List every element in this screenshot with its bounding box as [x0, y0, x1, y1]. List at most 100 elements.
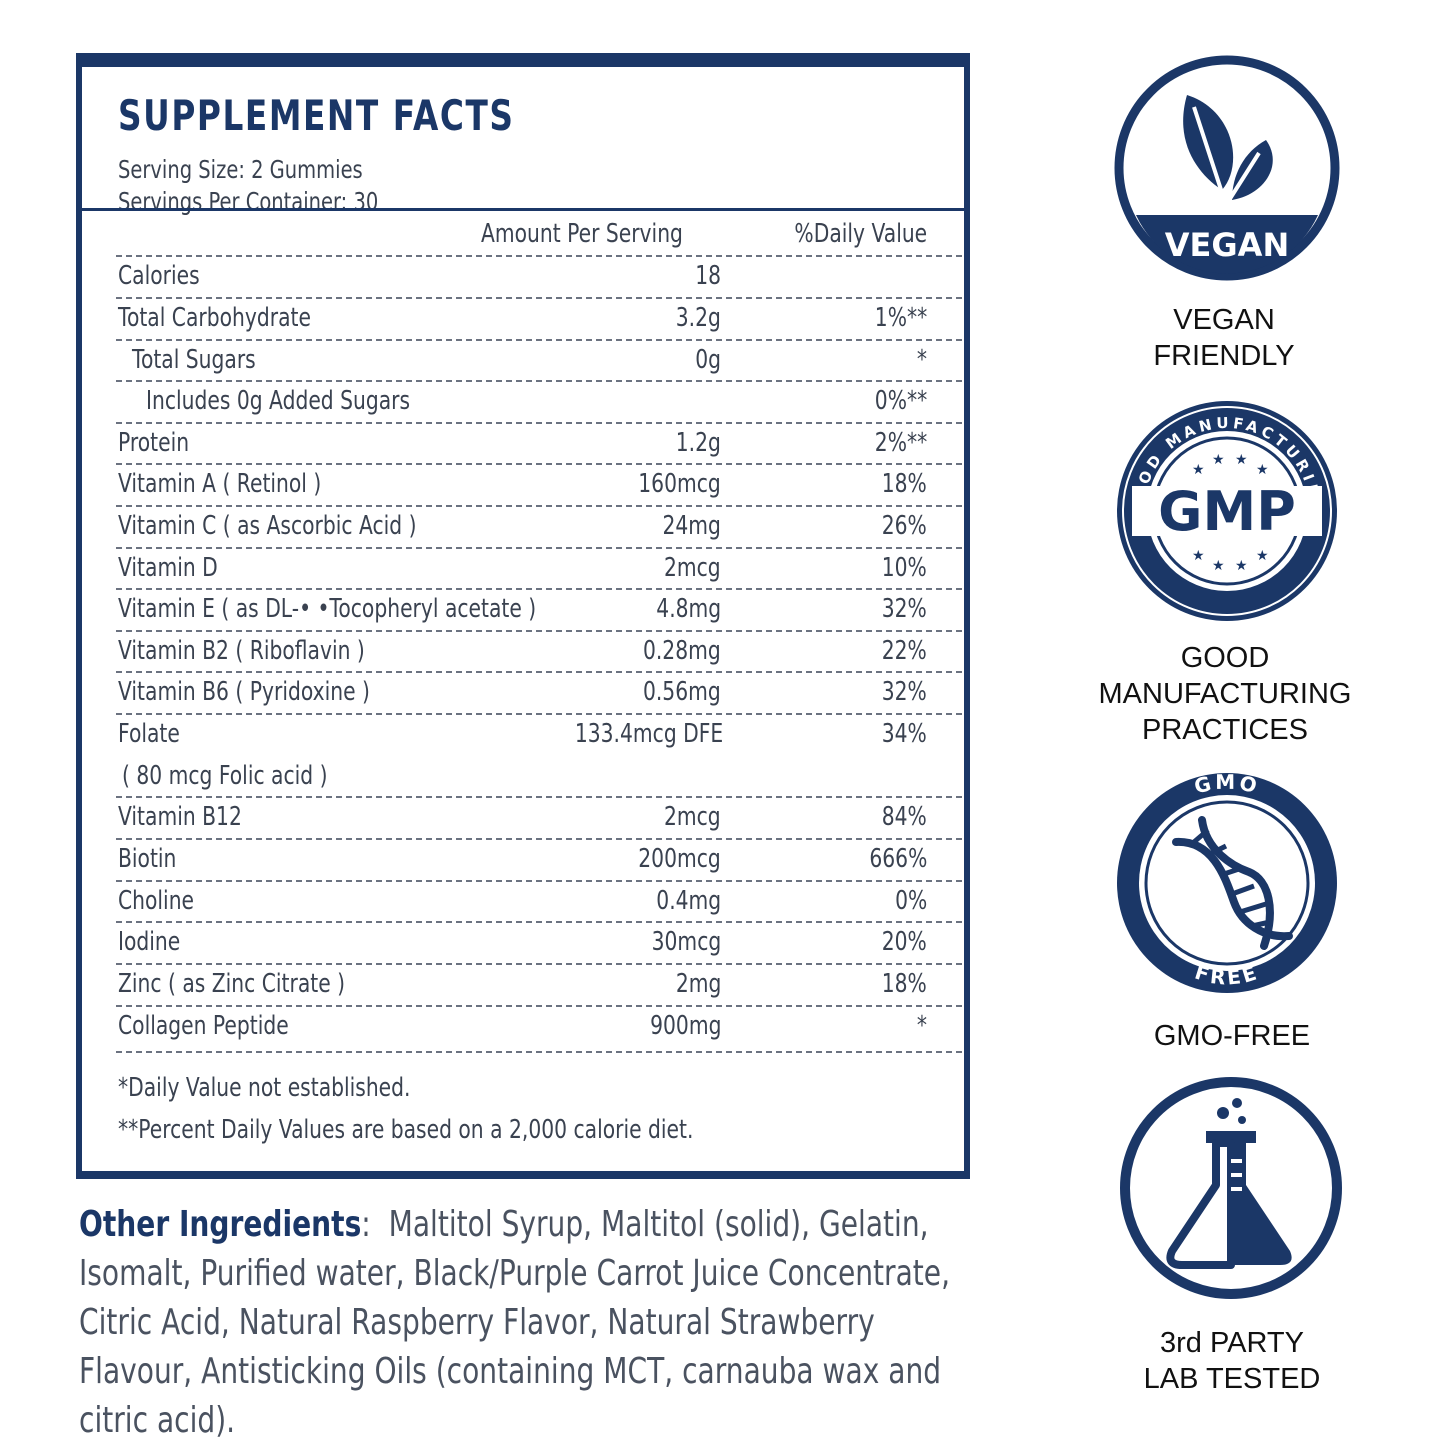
- facts-title: SUPPLEMENT FACTS: [118, 91, 515, 140]
- nutrient-amount: 2mcg: [664, 553, 721, 583]
- nutrient-name: Includes 0g Added Sugars: [146, 386, 411, 416]
- supplement-facts-panel: SUPPLEMENT FACTS Serving Size: 2 Gummies…: [76, 53, 970, 1179]
- svg-text:★: ★: [1256, 462, 1269, 478]
- caption-line: LAB TESTED: [1143, 1363, 1321, 1395]
- table-row: Collagen Peptide 900mg *: [116, 1005, 962, 1049]
- vegan-caption: VEGAN FRIENDLY: [1124, 302, 1324, 374]
- table-row: Vitamin A ( Retinol ) 160mcg 18%: [116, 463, 962, 507]
- table-row: Biotin 200mcg 666%: [116, 838, 962, 882]
- table-row: Zinc ( as Zinc Citrate ) 2mg 18%: [116, 963, 962, 1007]
- nutrient-name: Vitamin B12: [118, 802, 242, 832]
- vegan-ring-text: VEGAN: [1165, 226, 1289, 264]
- serving-size: Serving Size: 2 Gummies: [118, 155, 363, 184]
- nutrient-amount: 160mcg: [638, 469, 721, 499]
- servings-per-container: Servings Per Container: 30: [118, 187, 379, 216]
- nutrient-daily-value: 20%: [881, 927, 927, 957]
- nutrient-daily-value: *: [916, 1011, 927, 1041]
- nutrient-name: Biotin: [118, 844, 177, 874]
- nutrient-name: Zinc ( as Zinc Citrate ): [118, 969, 346, 999]
- table-row: Choline 0.4mg 0%: [116, 880, 962, 924]
- nutrient-daily-value: 0%: [894, 886, 927, 916]
- nutrient-name: Iodine: [118, 927, 181, 957]
- gmp-seal-text: GMP: [1158, 480, 1296, 543]
- table-row: Calories 18: [116, 255, 962, 299]
- table-row: Vitamin E ( as DL-• •Tocopheryl acetate …: [116, 588, 962, 632]
- gmp-caption: GOOD MANUFACTURING PRACTICES: [1087, 640, 1363, 748]
- nutrient-amount: 0.28mg: [643, 636, 721, 666]
- nutrient-name: Folate: [118, 719, 180, 749]
- nutrient-amount: 0g: [695, 345, 721, 375]
- nutrient-amount: 3.2g: [675, 303, 721, 333]
- table-row: Vitamin B6 ( Pyridoxine ) 0.56mg 32%: [116, 671, 962, 715]
- nutrient-name: Total Carbohydrate: [118, 303, 311, 333]
- footnote-daily-value: *Daily Value not established.: [118, 1073, 411, 1103]
- nutrient-amount: 0.4mg: [656, 886, 721, 916]
- svg-text:★: ★: [1235, 452, 1248, 468]
- nutrient-daily-value: 0%**: [874, 386, 927, 416]
- nutrient-name: Vitamin B2 ( Riboflavin ): [118, 636, 365, 666]
- table-row: Folate ( 80 mcg Folic acid ) 133.4mcg DF…: [116, 713, 962, 797]
- column-header-amount: Amount Per Serving: [481, 219, 683, 249]
- lab-tested-badge: [1118, 1075, 1348, 1305]
- leaf-icon: VEGAN: [1114, 55, 1340, 281]
- lab-tested-caption: 3rd PARTY LAB TESTED: [1132, 1325, 1332, 1397]
- caption-line: GOOD: [1180, 642, 1270, 674]
- table-row: Vitamin D 2mcg 10%: [116, 547, 962, 591]
- nutrient-daily-value: 84%: [881, 802, 927, 832]
- table-row: Vitamin B2 ( Riboflavin ) 0.28mg 22%: [116, 630, 962, 674]
- footnote-percent-daily-values: **Percent Daily Values are based on a 2,…: [118, 1115, 694, 1145]
- table-bottom-rule: [116, 1051, 962, 1053]
- caption-line: VEGAN: [1173, 304, 1275, 336]
- nutrient-daily-value: *: [916, 345, 927, 375]
- flask-icon: [1120, 1077, 1342, 1299]
- nutrient-name: Vitamin B6 ( Pyridoxine ): [118, 677, 370, 707]
- nutrient-amount: 0.56mg: [643, 677, 721, 707]
- nutrient-amount: 2mcg: [664, 802, 721, 832]
- nutrient-amount: 200mcg: [638, 844, 721, 874]
- table-row: Iodine 30mcg 20%: [116, 921, 962, 965]
- nutrient-name: Collagen Peptide: [118, 1011, 289, 1041]
- nutrient-daily-value: 22%: [881, 636, 927, 666]
- gmo-free-caption: GMO-FREE: [1153, 1020, 1311, 1052]
- nutrient-amount: 4.8mg: [656, 594, 721, 624]
- star-icons: ★ ★ ★ ★ ★ ★ ★ ★: [1192, 452, 1269, 574]
- header-rule: [82, 208, 964, 211]
- nutrient-daily-value: 666%: [869, 844, 927, 874]
- svg-text:★: ★: [1212, 452, 1225, 468]
- svg-text:★: ★: [1235, 558, 1248, 574]
- other-ingredients-colon: :: [361, 1204, 389, 1245]
- other-ingredients-text: Maltitol Syrup, Maltitol (solid), Gelati…: [79, 1204, 951, 1441]
- table-row: Includes 0g Added Sugars 0%**: [116, 380, 962, 424]
- nutrient-daily-value: 1%**: [874, 303, 927, 333]
- nutrient-amount: 1.2g: [675, 428, 721, 458]
- table-row: Vitamin C ( as Ascorbic Acid ) 24mg 26%: [116, 505, 962, 549]
- nutrient-name: Total Sugars: [132, 345, 256, 375]
- nutrient-daily-value: 10%: [881, 553, 927, 583]
- vegan-badge: VEGAN: [1114, 55, 1340, 281]
- svg-text:★: ★: [1212, 558, 1225, 574]
- nutrient-daily-value: 18%: [881, 969, 927, 999]
- gmo-arc-top-text: GMO: [1192, 770, 1262, 799]
- nutrient-amount: 24mg: [662, 511, 721, 541]
- nutrient-daily-value: 26%: [881, 511, 927, 541]
- dna-icon: GMO FREE: [1117, 770, 1337, 993]
- nutrient-name: Choline: [118, 886, 195, 916]
- nutrient-name: Vitamin D: [118, 553, 218, 583]
- table-row: Vitamin B12 2mcg 84%: [116, 796, 962, 840]
- column-header-daily-value: %Daily Value: [794, 219, 927, 249]
- gmp-seal-icon: GOOD MANUFACTURING PRACTICES GMP ★★★★ ★★…: [1117, 401, 1337, 621]
- nutrient-amount: 900mg: [649, 1011, 721, 1041]
- svg-text:★: ★: [1256, 548, 1269, 564]
- svg-text:★: ★: [1192, 548, 1205, 564]
- gmp-badge: GOOD MANUFACTURING PRACTICES GMP ★★★★ ★★…: [1114, 398, 1340, 624]
- nutrient-amount: 30mcg: [651, 927, 721, 957]
- svg-text:★: ★: [1192, 462, 1205, 478]
- nutrient-amount: 133.4mcg DFE: [574, 719, 723, 749]
- nutrient-daily-value: 2%**: [874, 428, 927, 458]
- nutrient-name: Vitamin E ( as DL-• •Tocopheryl acetate …: [118, 594, 537, 624]
- table-row: Total Carbohydrate 3.2g 1%**: [116, 297, 962, 341]
- nutrient-amount: 2mg: [675, 969, 721, 999]
- nutrient-name: Protein: [118, 428, 190, 458]
- nutrient-name: Vitamin A ( Retinol ): [118, 469, 322, 499]
- nutrient-daily-value: 34%: [881, 719, 927, 749]
